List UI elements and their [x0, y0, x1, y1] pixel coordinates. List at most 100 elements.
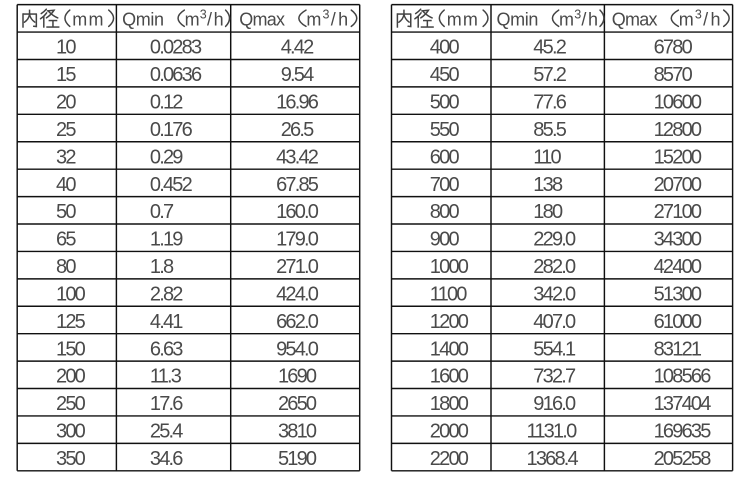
svg-text:67.85: 67.85: [276, 174, 319, 196]
svg-text:138: 138: [533, 174, 563, 196]
svg-text:0.12: 0.12: [150, 92, 183, 114]
svg-text:169635: 169635: [654, 421, 712, 443]
svg-text:954.0: 954.0: [276, 338, 319, 360]
svg-text:1200: 1200: [430, 311, 469, 333]
svg-text:1.8: 1.8: [150, 256, 174, 278]
svg-text:85.5: 85.5: [533, 119, 566, 141]
svg-text:916.0: 916.0: [533, 393, 576, 415]
svg-text:160.0: 160.0: [276, 201, 319, 223]
svg-text:/: /: [207, 9, 212, 29]
svg-text:150: 150: [56, 338, 86, 360]
svg-text:450: 450: [430, 64, 460, 86]
svg-text:1.19: 1.19: [150, 229, 183, 251]
svg-text:10600: 10600: [654, 92, 702, 114]
svg-text:15200: 15200: [654, 146, 702, 168]
svg-text:27100: 27100: [654, 201, 702, 223]
svg-text:26.5: 26.5: [281, 119, 314, 141]
svg-text:0.29: 0.29: [150, 146, 183, 168]
svg-text:h: h: [588, 9, 598, 29]
svg-text:40: 40: [56, 174, 76, 196]
svg-text:77.6: 77.6: [533, 92, 566, 114]
svg-text:137404: 137404: [654, 393, 712, 415]
svg-text:16.96: 16.96: [276, 92, 319, 114]
svg-text:83121: 83121: [654, 338, 702, 360]
svg-text:h: h: [214, 9, 224, 29]
svg-text:/: /: [703, 9, 708, 29]
svg-text:1131.0: 1131.0: [527, 421, 578, 443]
svg-text:34.6: 34.6: [150, 448, 183, 470]
svg-text:2000: 2000: [430, 421, 469, 443]
svg-text:125: 125: [56, 311, 86, 333]
svg-text:9.54: 9.54: [281, 64, 314, 86]
svg-text:m: m: [306, 9, 321, 29]
svg-text:Qmax: Qmax: [239, 9, 285, 29]
svg-text:8570: 8570: [654, 64, 693, 86]
svg-text:554.1: 554.1: [533, 338, 576, 360]
svg-text:500: 500: [430, 92, 460, 114]
svg-text:200: 200: [56, 366, 86, 388]
svg-text:51300: 51300: [654, 284, 702, 306]
svg-text:1800: 1800: [430, 393, 469, 415]
svg-text:600: 600: [430, 146, 460, 168]
svg-text:400: 400: [430, 37, 460, 59]
svg-text:/: /: [331, 9, 336, 29]
svg-text:205258: 205258: [654, 448, 712, 470]
svg-text:350: 350: [56, 448, 86, 470]
svg-text:25.4: 25.4: [150, 421, 183, 443]
svg-text:4.41: 4.41: [150, 311, 183, 333]
svg-text:m: m: [185, 9, 200, 29]
svg-text:110: 110: [533, 146, 561, 168]
svg-text:20: 20: [56, 92, 76, 114]
svg-text:43.42: 43.42: [276, 146, 319, 168]
svg-text:45.2: 45.2: [533, 37, 566, 59]
svg-text:424.0: 424.0: [276, 284, 319, 306]
svg-text:3: 3: [323, 8, 330, 22]
svg-text:80: 80: [56, 256, 76, 278]
svg-text:0.0636: 0.0636: [150, 64, 202, 86]
svg-text:1368.4: 1368.4: [527, 448, 579, 470]
svg-text:1000: 1000: [430, 256, 469, 278]
svg-text:180: 180: [533, 201, 563, 223]
svg-text:282.0: 282.0: [533, 256, 576, 278]
svg-text:0.0283: 0.0283: [150, 37, 202, 59]
svg-text:6780: 6780: [654, 37, 693, 59]
svg-text:12800: 12800: [654, 119, 702, 141]
svg-text:0.452: 0.452: [150, 174, 193, 196]
svg-text:3: 3: [200, 8, 207, 22]
svg-text:mm: mm: [447, 9, 479, 29]
svg-text:3810: 3810: [278, 421, 317, 443]
svg-text:407.0: 407.0: [533, 311, 576, 333]
svg-text:0.7: 0.7: [150, 201, 174, 223]
svg-text:34300: 34300: [654, 229, 702, 251]
svg-text:61000: 61000: [654, 311, 702, 333]
svg-text:17.6: 17.6: [150, 393, 183, 415]
svg-text:108566: 108566: [654, 366, 712, 388]
svg-text:550: 550: [430, 119, 460, 141]
svg-text:m: m: [679, 9, 694, 29]
svg-text:11.3: 11.3: [150, 366, 182, 388]
svg-text:65: 65: [56, 229, 76, 251]
svg-text:32: 32: [56, 146, 76, 168]
svg-text:179.0: 179.0: [276, 229, 319, 251]
svg-text:Qmin: Qmin: [497, 9, 539, 29]
svg-text:900: 900: [430, 229, 460, 251]
svg-text:1600: 1600: [430, 366, 469, 388]
svg-text:5190: 5190: [278, 448, 317, 470]
svg-text:342.0: 342.0: [533, 284, 576, 306]
svg-text:20700: 20700: [654, 174, 702, 196]
svg-text:h: h: [338, 9, 348, 29]
svg-text:2200: 2200: [430, 448, 469, 470]
svg-text:1100: 1100: [430, 284, 467, 306]
svg-text:h: h: [711, 9, 721, 29]
svg-text:300: 300: [56, 421, 86, 443]
svg-text:10: 10: [56, 37, 76, 59]
svg-text:25: 25: [56, 119, 76, 141]
svg-text:6.63: 6.63: [150, 338, 183, 360]
svg-text:271.0: 271.0: [276, 256, 319, 278]
svg-text:100: 100: [56, 284, 86, 306]
svg-text:mm: mm: [72, 9, 104, 29]
svg-text:3: 3: [695, 8, 702, 22]
svg-text:57.2: 57.2: [533, 64, 566, 86]
svg-text:2650: 2650: [278, 393, 317, 415]
svg-text:250: 250: [56, 393, 86, 415]
